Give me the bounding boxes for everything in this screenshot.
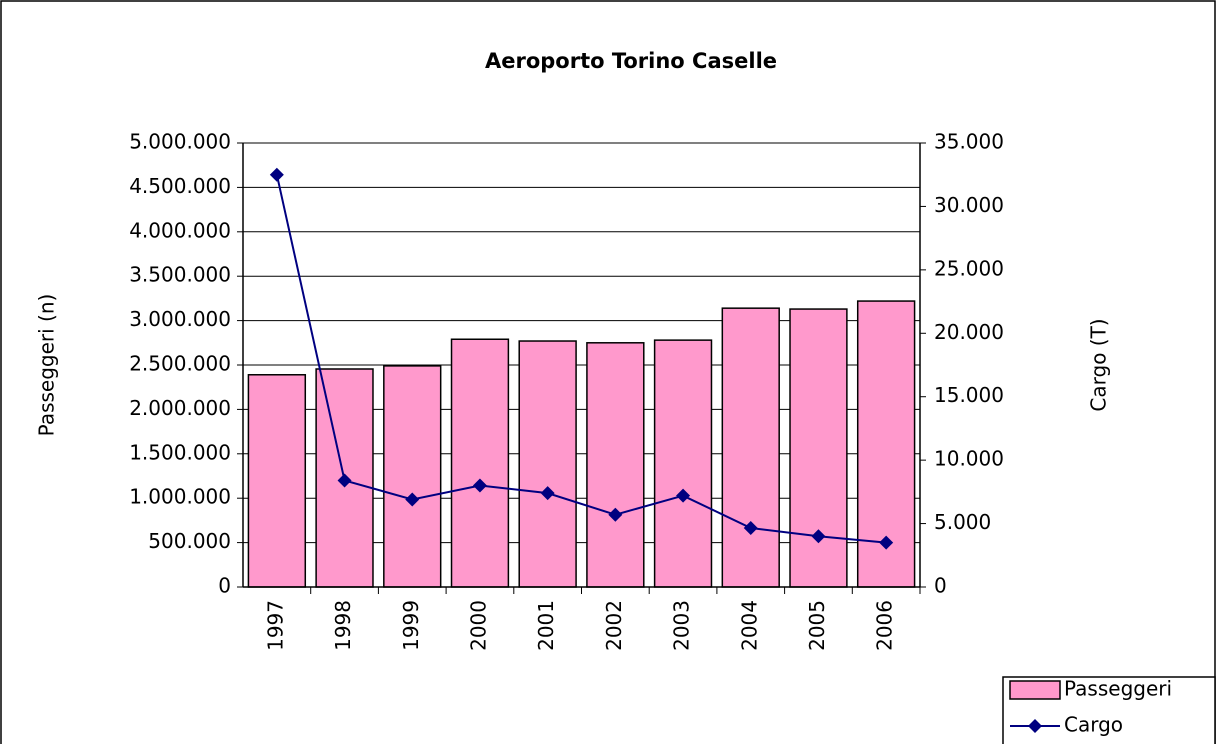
bar [450,338,510,588]
y-tick-label: 3.000.000 [129,307,231,331]
y2-tick-label: 5.000 [934,510,991,534]
marker [879,535,894,550]
y-tick-label: 4.500.000 [129,174,231,198]
y2-axis-label: Cargo (T) [1087,318,1111,411]
x-tick-label: 1997 [263,600,287,651]
x-tick-label: 2002 [602,600,626,651]
legend-swatch [1009,680,1061,700]
y-tick-label: 5.000.000 [129,130,231,154]
y-tick-label: 0 [218,574,231,598]
x-tick-label: 2001 [534,600,558,651]
x-tick-label: 2000 [466,600,490,651]
marker [472,478,487,493]
bar [721,307,780,588]
marker [676,488,691,503]
marker [608,507,623,522]
bar [518,340,577,588]
y2-tick-label: 10.000 [934,447,1004,471]
y-tick-label: 4.000.000 [129,218,231,242]
y-tick-label: 2.000.000 [129,396,231,420]
legend-marker [1028,719,1042,733]
y2-tick-label: 0 [934,574,947,598]
marker [743,521,758,536]
y-tick-label: 2.500.000 [129,352,231,376]
y2-tick-label: 20.000 [934,320,1004,344]
y2-tick-label: 30.000 [934,193,1004,217]
y-axis-label: Passeggeri (n) [35,294,59,437]
x-tick-label: 1998 [331,600,355,651]
bar [653,339,713,588]
chart-title: Aeroporto Torino Caselle [485,49,777,73]
marker [405,492,420,507]
x-tick-label: 1999 [399,600,423,651]
y2-tick-label: 15.000 [934,383,1004,407]
y2-tick-label: 25.000 [934,256,1004,280]
marker [269,167,284,182]
y2-tick-label: 35.000 [934,130,1004,154]
bar [383,365,442,588]
x-tick-label: 2006 [873,600,897,651]
marker [337,473,352,488]
legend-label: Cargo [1064,713,1123,737]
bar [586,342,645,588]
line [275,174,887,544]
marker [811,529,826,544]
bar [789,308,848,588]
x-tick-label: 2005 [805,600,829,651]
x-tick-label: 2003 [670,600,694,651]
y-tick-label: 3.500.000 [129,263,231,287]
legend-label: Passeggeri [1064,677,1172,701]
y-tick-label: 1.500.000 [129,440,231,464]
y-tick-label: 1.000.000 [129,485,231,509]
bar [247,374,307,588]
marker [540,486,555,501]
y-tick-label: 500.000 [148,529,231,553]
x-tick-label: 2004 [737,600,761,651]
